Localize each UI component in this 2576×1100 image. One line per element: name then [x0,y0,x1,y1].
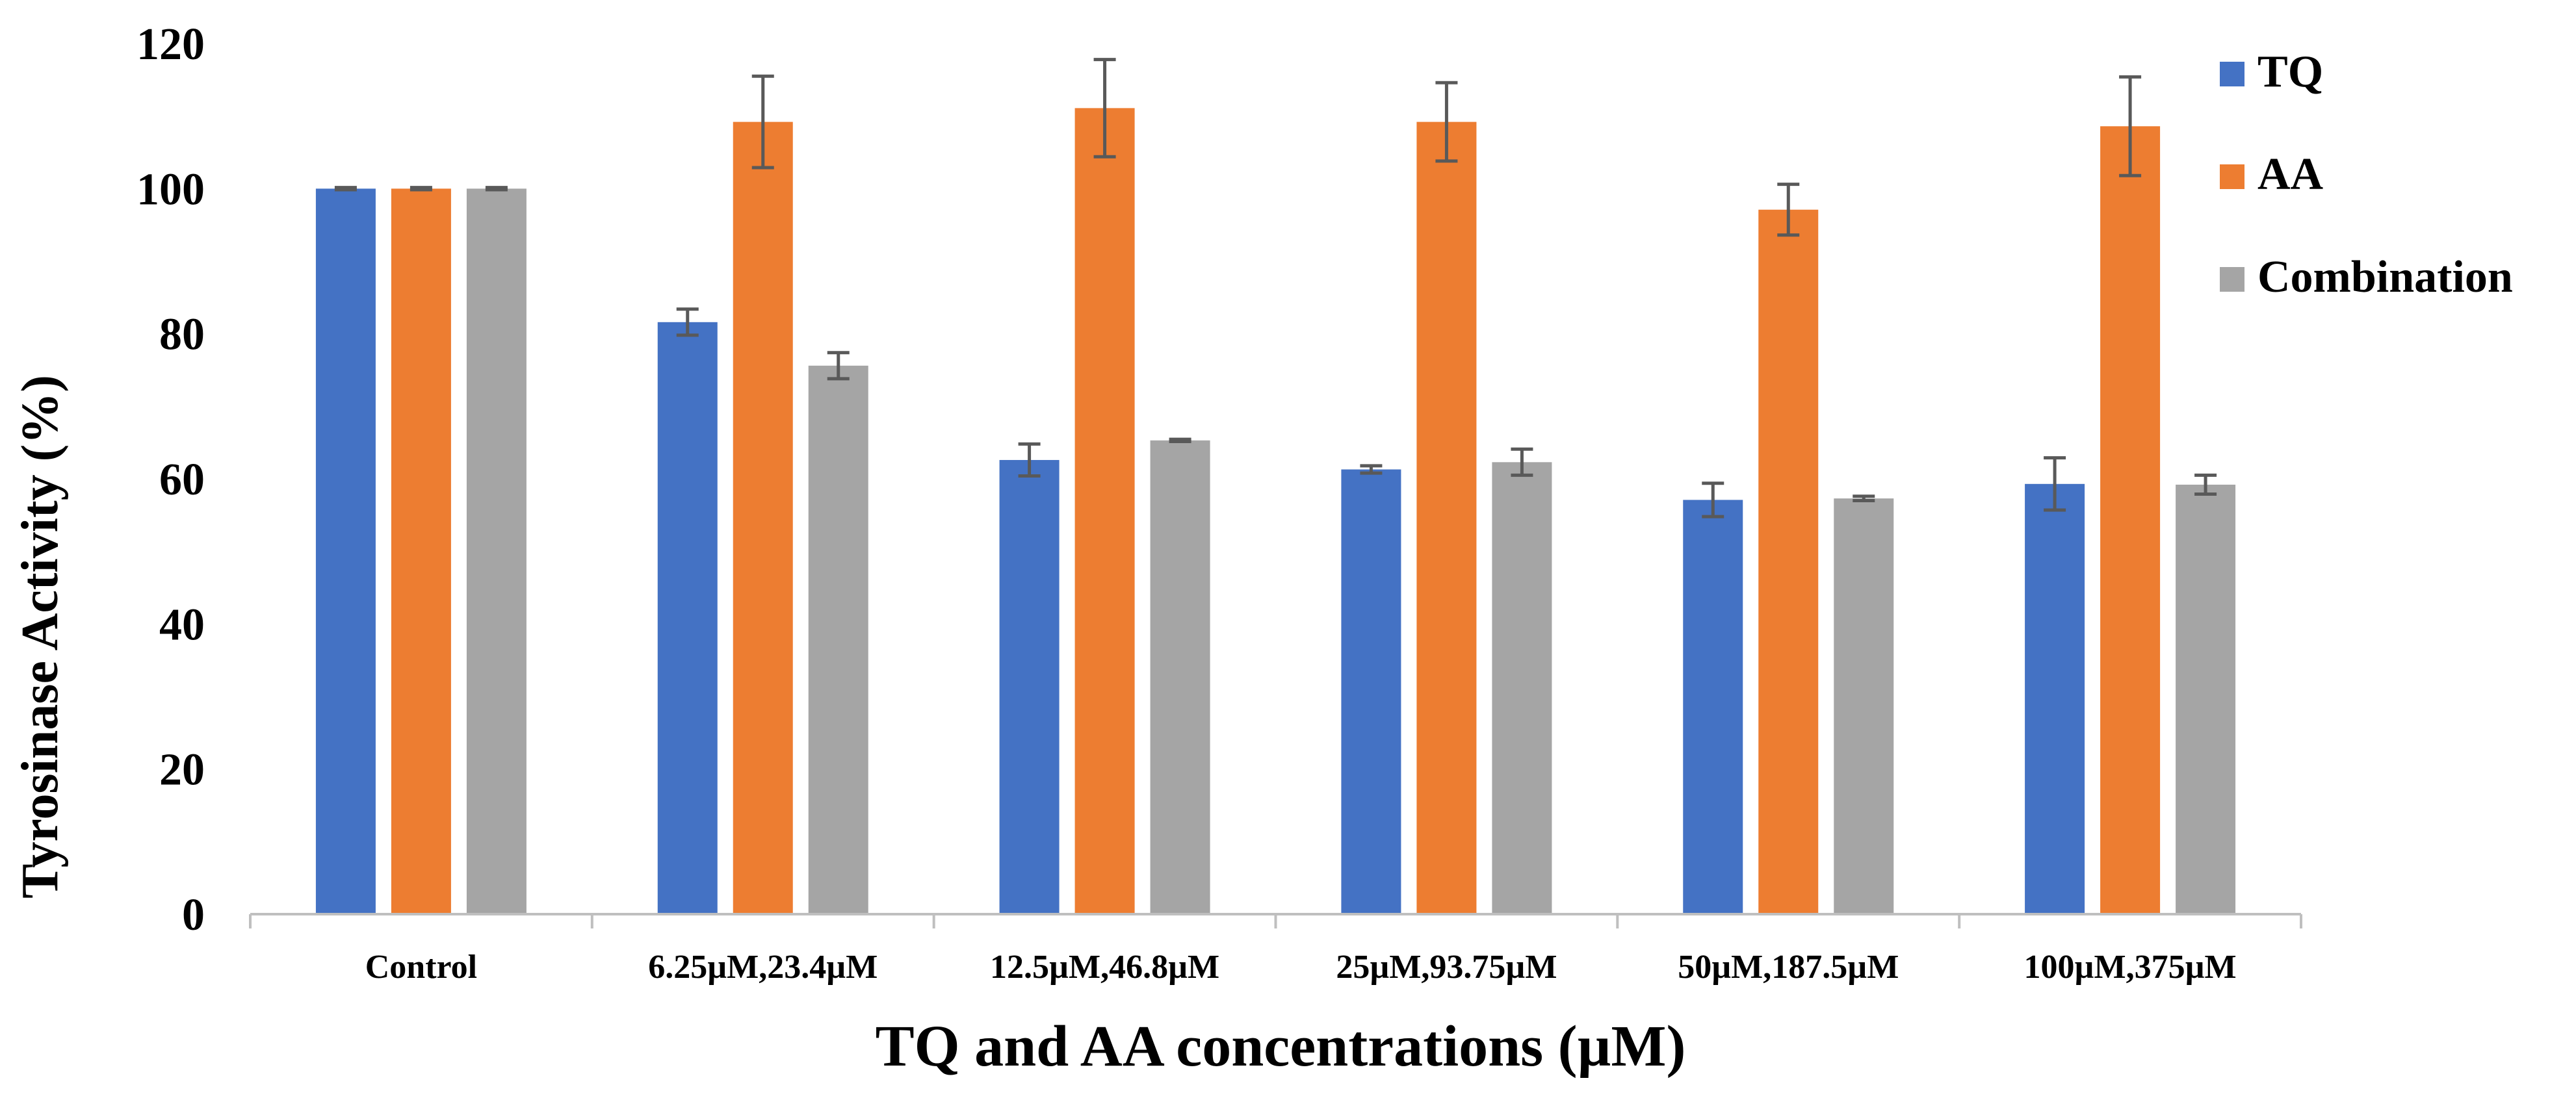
y-tick-label: 20 [159,745,205,795]
error-bar-combination-3 [1511,447,1533,477]
error-bar-aa-1 [751,74,774,170]
legend-label-combination: Combination [2257,252,2513,302]
error-bars-group [334,58,2217,518]
bar-combination-5 [2176,484,2236,914]
bar-tq-2 [999,459,1060,914]
bar-aa-1 [733,122,793,915]
bar-combination-2 [1150,440,1210,914]
y-tick-label: 60 [159,455,205,505]
legend-swatch-combination [2220,267,2244,292]
bar-aa-4 [1758,209,1819,914]
error-bar-tq-4 [1702,481,1724,518]
error-bar-combination-5 [2194,473,2217,496]
x-tick-label: 25µM,93.75µM [1336,949,1557,986]
bar-tq-5 [2025,483,2085,914]
bar-aa-2 [1074,108,1135,915]
bar-tq-0 [315,188,376,914]
bar-tq-1 [657,322,718,914]
x-tick-label: 100µM,375µM [2024,949,2237,986]
error-bar-combination-2 [1169,437,1191,443]
y-tick-label: 120 [137,19,205,70]
bars-group [315,108,2236,915]
y-tick-label: 0 [182,890,205,940]
bar-combination-0 [466,188,527,914]
error-bar-combination-1 [827,351,850,381]
y-tick-label: 40 [159,600,205,650]
error-bar-aa-3 [1435,81,1458,163]
legend-swatch-aa [2220,164,2244,189]
y-axis-title: Tyrosinase Activity (%) [12,375,69,899]
bar-combination-1 [808,365,868,914]
legend-swatch-tq [2220,62,2244,86]
bar-aa-0 [391,188,451,914]
error-bar-tq-1 [676,307,699,337]
bar-tq-3 [1341,469,1401,914]
bar-combination-3 [1492,462,1552,914]
legend-label-aa: AA [2257,149,2324,199]
x-axis: Control 6.25µM,23.4µM 12.5µM,46.8µM 25µM,93… [249,913,2302,986]
error-bar-tq-2 [1018,442,1041,478]
y-tick-label: 100 [137,164,205,214]
error-bar-tq-5 [2044,456,2066,512]
error-bar-aa-0 [410,186,432,192]
error-bar-combination-0 [485,186,508,192]
bar-aa-3 [1416,122,1477,915]
bar-combination-4 [1834,498,1894,914]
bar-aa-5 [2100,126,2161,914]
x-tick-label: 50µM,187.5µM [1678,949,1899,986]
error-bar-combination-4 [1853,494,1875,502]
error-bar-tq-3 [1360,464,1383,475]
x-tick-label: 12.5µM,46.8µM [990,949,1219,986]
x-axis-title: TQ and AA concentrations (µM) [876,1014,1686,1079]
bar-tq-4 [1683,500,1743,914]
y-tick-label: 80 [159,310,205,360]
error-bar-aa-2 [1093,58,1116,159]
error-bar-aa-5 [2119,75,2142,177]
legend: TQ AA Combination [2220,47,2513,302]
legend-label-tq: TQ [2257,47,2323,97]
x-tick-label: 6.25µM,23.4µM [648,949,878,986]
y-axis-ticks: 0 20 40 60 80 100 120 [137,19,205,940]
error-bar-aa-4 [1777,183,1800,237]
error-bar-tq-0 [334,186,357,192]
x-tick-label: Control [365,949,477,986]
